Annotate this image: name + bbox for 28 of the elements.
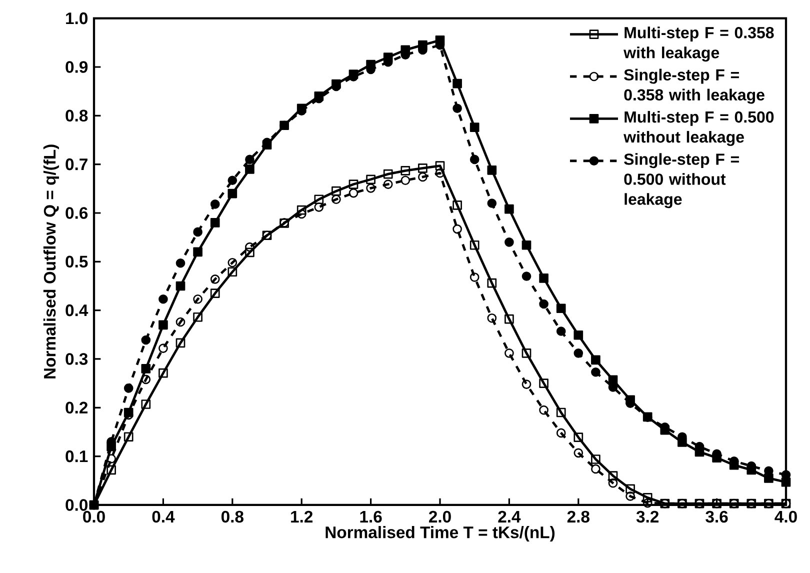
x-tick-label: 0.8 [221,510,244,523]
y-tick-label: 0.9 [66,61,88,73]
x-tick-label: 2.4 [498,510,521,522]
x-tick-label: 4.0 [774,510,797,523]
legend-label: Multi-step F = 0.500 without leakage [624,110,774,146]
y-tick-label: 0.1 [66,450,88,462]
y-tick-label: 0.5 [66,256,88,268]
y-tick-label: 0.7 [66,158,88,170]
x-tick-label: 3.6 [706,510,728,523]
y-tick-label: 0.8 [66,110,88,122]
y-axis-title: Normalised Outflow Q = q/(fL) [43,144,59,378]
y-tick-label: 0.3 [66,353,88,365]
x-tick-label: 1.6 [360,510,382,523]
legend-label: Single-step F = 0.500 without leakage [624,153,739,208]
y-tick-label: 0.2 [66,402,88,414]
y-tick-label: 0.0 [66,499,88,511]
legend-label: Single-step F = 0.358 with leakage [624,68,764,104]
x-tick-label: 3.2 [636,510,659,523]
x-axis-title: Normalised Time T = tKs/(nL) [326,526,555,542]
x-tick-label: 0.4 [152,510,175,523]
x-tick-label: 2.8 [567,510,590,523]
x-tick-label: 1.2 [291,510,313,522]
x-tick-label: 2.0 [429,510,451,523]
y-tick-label: 0.6 [66,207,88,219]
y-tick-label: 1.0 [66,12,88,24]
legend-label: Multi-step F = 0.358 with leakage [624,26,774,62]
x-tick-label: 0.0 [83,510,105,523]
y-tick-label: 0.4 [66,304,88,316]
